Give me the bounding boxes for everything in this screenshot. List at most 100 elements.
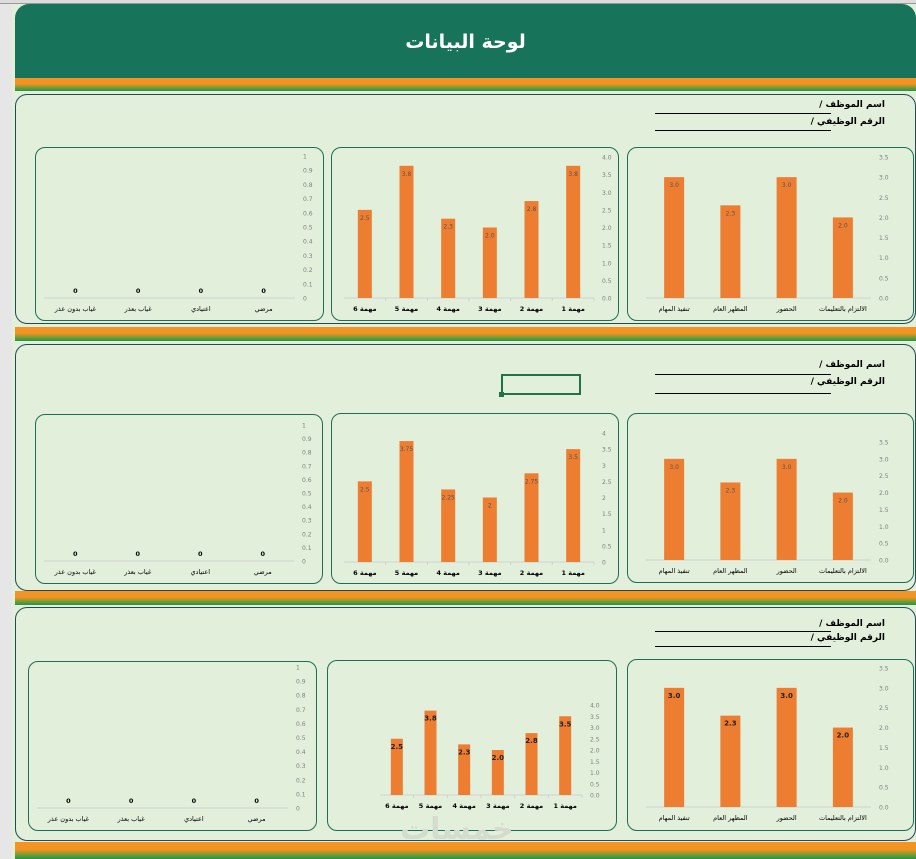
x-category-label: مرضي <box>254 568 272 576</box>
bar <box>566 449 581 562</box>
tasks-chart[interactable]: 0 0.5 1 1.5 2 2.5 3 3.5 4 3.5 مهمة 1 2.75 مهمة 2 2 مهم… <box>331 413 619 584</box>
y-tick-label: 0.0 <box>590 793 600 800</box>
y-tick-label: 0 <box>302 559 306 566</box>
x-category-label: الالتزام بالتعليمات <box>819 305 867 313</box>
x-category-label: الحضور <box>776 305 797 313</box>
y-tick-label: 0.8 <box>303 182 313 189</box>
y-tick-label: 2.0 <box>590 748 600 755</box>
x-category-label: مهمة 3 <box>478 305 501 313</box>
y-tick-label: 0.8 <box>302 450 312 457</box>
bar <box>720 482 741 560</box>
bar <box>776 458 797 560</box>
employee-id-field[interactable] <box>655 130 831 131</box>
y-tick-label: 3.0 <box>602 190 612 197</box>
data-label: 0 <box>73 287 78 295</box>
evaluation-chart[interactable]: 0.0 0.5 1.0 1.5 2.0 2.5 3.0 3.5 2.0 الالتزام بالت… <box>627 659 914 831</box>
bar <box>524 201 539 298</box>
chart-svg: 0.0 0.5 1.0 1.5 2.0 2.5 3.0 3.5 4.0 3.5 مهمة 1 2.8 م… <box>380 703 600 810</box>
employee-id-field[interactable] <box>655 393 831 394</box>
data-label: 3.0 <box>669 182 679 189</box>
employee-name-field[interactable] <box>655 113 831 114</box>
absence-chart[interactable]: 0 0.1 0.2 0.3 0.4 0.5 0.6 0.7 0.8 0.9 1 0 مرضي 0 اعتيا… <box>35 414 323 584</box>
y-tick-label: 1 <box>303 154 307 161</box>
selected-cell[interactable] <box>499 374 581 397</box>
y-tick-label: 0.5 <box>879 541 889 548</box>
x-category-label: مهمة 5 <box>395 305 418 313</box>
y-tick-label: 0.7 <box>302 463 312 470</box>
chart-svg: 0 0.1 0.2 0.3 0.4 0.5 0.6 0.7 0.8 0.9 1 0 مرضي 0 اعتيا… <box>37 665 306 823</box>
bar <box>357 209 372 298</box>
y-tick-label: 3.5 <box>590 714 600 721</box>
x-category-label: المظهر العام <box>713 814 748 822</box>
x-category-label: مهمة 5 <box>419 802 442 810</box>
divider-stripe <box>15 591 916 605</box>
employee-id-field[interactable] <box>655 646 831 647</box>
y-tick-label: 4.0 <box>602 155 612 162</box>
y-tick-label: 1.0 <box>590 770 600 777</box>
data-label: 0 <box>254 797 259 805</box>
bar <box>441 218 456 298</box>
y-tick-label: 0.0 <box>879 805 889 812</box>
data-label: 2.0 <box>838 498 848 505</box>
y-tick-label: 1.0 <box>879 255 889 262</box>
data-label: 2.5 <box>360 215 370 222</box>
y-tick-label: 2 <box>602 495 606 502</box>
data-label: 0 <box>129 797 134 805</box>
data-label: 2.8 <box>525 737 538 745</box>
divider-stripe <box>15 327 916 341</box>
y-tick-label: 4.0 <box>590 703 600 710</box>
y-tick-label: 0 <box>303 296 307 303</box>
x-category-label: مهمة 6 <box>353 305 376 313</box>
y-tick-label: 0.0 <box>879 558 889 565</box>
y-tick-label: 1.5 <box>879 235 889 242</box>
data-label: 2.8 <box>527 206 537 213</box>
y-tick-label: 0.3 <box>302 518 312 525</box>
tasks-chart[interactable]: 0.0 0.5 1.0 1.5 2.0 2.5 3.0 3.5 4.0 3.8 مهمة 1 2.8 م… <box>331 147 619 321</box>
bar <box>566 165 581 298</box>
y-tick-label: 3.5 <box>602 447 612 454</box>
data-label: 0 <box>261 287 266 295</box>
y-tick-label: 0.5 <box>879 275 889 282</box>
x-category-label: غياب بعذر <box>117 815 146 823</box>
data-label: 3.0 <box>782 182 792 189</box>
data-label: 0 <box>198 550 203 558</box>
data-label: 2.5 <box>391 743 404 751</box>
bar <box>832 727 853 807</box>
evaluation-chart[interactable]: 0.0 0.5 1.0 1.5 2.0 2.5 3.0 3.5 2.0 الالتزام بالت… <box>627 413 914 583</box>
y-tick-label: 0 <box>602 560 606 567</box>
employee-name-field[interactable] <box>655 374 831 375</box>
x-category-label: اعتيادي <box>191 305 211 313</box>
x-category-label: غياب بدون عذر <box>54 568 97 576</box>
bar <box>424 710 437 795</box>
employee-name-field[interactable] <box>655 631 831 632</box>
y-tick-label: 0.2 <box>296 777 306 784</box>
y-tick-label: 0.8 <box>296 693 306 700</box>
x-category-label: مهمة 1 <box>561 305 584 313</box>
y-tick-label: 3.5 <box>879 155 889 162</box>
data-label: 0 <box>135 550 140 558</box>
y-tick-label: 2.5 <box>879 473 889 480</box>
y-tick-label: 3.0 <box>879 175 889 182</box>
y-tick-label: 1.5 <box>602 511 612 518</box>
absence-chart[interactable]: 0 0.1 0.2 0.3 0.4 0.5 0.6 0.7 0.8 0.9 1 0 مرضي 0 اعتيا… <box>28 661 317 831</box>
bar <box>491 750 504 795</box>
employee-name-label: اسم الموظف / <box>819 619 885 629</box>
y-tick-label: 1.5 <box>879 507 889 514</box>
data-label: 0 <box>66 797 71 805</box>
bar <box>776 177 797 298</box>
tasks-chart[interactable]: 0.0 0.5 1.0 1.5 2.0 2.5 3.0 3.5 4.0 3.5 مهمة 1 2.8 م… <box>327 660 617 831</box>
data-label: 3.0 <box>668 692 681 700</box>
y-tick-label: 0.5 <box>602 543 612 550</box>
x-category-label: مهمة 1 <box>561 569 584 577</box>
y-tick-label: 1.5 <box>590 759 600 766</box>
absence-chart[interactable]: 0 0.1 0.2 0.3 0.4 0.5 0.6 0.7 0.8 0.9 1 0 مرضي 0 اعتيا… <box>35 147 324 321</box>
bar <box>720 205 741 298</box>
y-tick-label: 2.5 <box>602 207 612 214</box>
x-category-label: تنفيذ المهام <box>659 814 690 822</box>
data-label: 2.75 <box>525 478 539 485</box>
y-tick-label: 1 <box>602 527 606 534</box>
x-category-label: الحضور <box>776 567 797 575</box>
data-label: 0 <box>192 797 197 805</box>
data-label: 3.5 <box>559 720 572 728</box>
evaluation-chart[interactable]: 0.0 0.5 1.0 1.5 2.0 2.5 3.0 3.5 2.0 الالتزام بالت… <box>627 147 914 321</box>
